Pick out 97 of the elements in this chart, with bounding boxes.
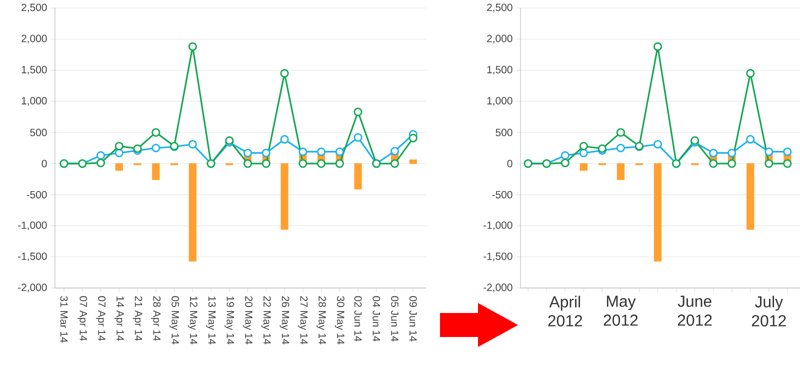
y-tick-label: -500 xyxy=(492,190,512,198)
y-tick-label: -500 xyxy=(26,190,47,198)
x-tick-label: 19 May 14 xyxy=(224,296,234,344)
y-tick-label: -1,500 xyxy=(484,252,512,262)
bar xyxy=(409,160,417,164)
point xyxy=(709,148,718,158)
x-tick-label: 09 Jun 14 xyxy=(409,296,417,342)
point xyxy=(243,159,252,168)
point xyxy=(728,148,736,158)
point xyxy=(390,146,400,156)
bar xyxy=(616,163,625,180)
point xyxy=(152,144,160,152)
point xyxy=(560,158,570,168)
point xyxy=(746,69,755,78)
point xyxy=(579,148,588,158)
x-tick-label: 07 Apr 14 xyxy=(96,296,106,341)
x-tick-label: 30 May 14 xyxy=(334,296,344,344)
point xyxy=(188,42,197,51)
x-tick-label: June 2012 xyxy=(678,296,712,326)
point xyxy=(783,147,792,156)
point xyxy=(764,159,774,168)
x-tick-label: 05 May 14 xyxy=(170,296,179,344)
point xyxy=(728,159,736,168)
point xyxy=(746,135,755,144)
bar xyxy=(280,163,288,230)
bar xyxy=(188,163,196,262)
x-tick-label: 07 Apr 14 xyxy=(78,296,88,341)
x-tick-label: 04 Jun 14 xyxy=(372,296,380,342)
x-tick-label: 21 Apr 14 xyxy=(132,296,142,341)
bar xyxy=(580,163,588,171)
point xyxy=(96,158,106,168)
y-tick-label: 2,500 xyxy=(22,4,47,12)
point xyxy=(560,151,570,160)
point xyxy=(298,159,308,168)
y-tick-label: 0 xyxy=(507,160,512,168)
y-tick-label: -1,500 xyxy=(18,252,47,262)
bar xyxy=(152,163,160,180)
y-tick-label: -1,000 xyxy=(484,221,512,230)
y-tick-label: -1,000 xyxy=(18,221,47,230)
point xyxy=(316,147,326,156)
y-tick-label: -2,000 xyxy=(18,284,47,292)
point xyxy=(653,42,662,51)
x-tick-label: 27 May 14 xyxy=(298,296,308,344)
y-tick-label: 500 xyxy=(30,128,47,136)
point xyxy=(354,108,362,116)
x-tick-label: 13 May 14 xyxy=(206,296,216,344)
x-tick-label: July 2012 xyxy=(752,296,786,326)
point xyxy=(152,128,160,137)
point xyxy=(579,142,588,150)
point xyxy=(335,147,344,156)
point xyxy=(616,128,625,137)
y-tick-label: 2,000 xyxy=(487,34,512,44)
point xyxy=(653,140,662,149)
point xyxy=(262,159,270,168)
point xyxy=(316,159,326,168)
bar xyxy=(654,163,662,262)
y-tick-label: 500 xyxy=(496,128,512,136)
y-tick-label: 2,500 xyxy=(487,4,512,12)
point xyxy=(783,159,792,168)
point xyxy=(243,148,252,158)
y-tick-label: 1,500 xyxy=(22,66,47,75)
point xyxy=(298,147,308,156)
y-tick-label: 1,000 xyxy=(487,97,512,106)
x-tick-label: 05 Jun 14 xyxy=(391,296,398,342)
x-tick-label: 12 May 14 xyxy=(188,296,198,344)
point xyxy=(390,159,400,168)
y-tick-label: 1,000 xyxy=(22,97,47,106)
x-tick-label: 02 Jun 14 xyxy=(354,296,362,342)
x-tick-label: April 2012 xyxy=(548,296,582,326)
point xyxy=(262,148,270,158)
x-tick-label: 14 Apr 14 xyxy=(114,296,124,341)
point xyxy=(280,135,289,144)
y-tick-label: 1,500 xyxy=(487,66,512,75)
y-tick-label: -2,000 xyxy=(484,284,512,292)
x-tick-label: 28 May 14 xyxy=(316,296,326,344)
point xyxy=(114,148,124,158)
point xyxy=(188,140,197,149)
point xyxy=(114,142,124,150)
y-tick-label: 2,000 xyxy=(22,34,47,44)
bar xyxy=(354,163,362,190)
point xyxy=(408,134,418,142)
x-tick-label: 31 Mar 14 xyxy=(60,296,68,343)
point xyxy=(335,159,344,168)
x-tick-label: 20 May 14 xyxy=(243,296,252,344)
point xyxy=(764,147,774,156)
bar xyxy=(746,163,754,230)
point xyxy=(280,69,289,78)
x-tick-label: 28 Apr 14 xyxy=(151,296,161,341)
point xyxy=(616,144,625,152)
point xyxy=(96,151,106,160)
point xyxy=(354,133,362,142)
x-tick-label: 22 May 14 xyxy=(261,296,271,344)
bar xyxy=(115,163,123,171)
point xyxy=(709,159,718,168)
x-tick-label: May 2012 xyxy=(604,296,638,326)
y-tick-label: 0 xyxy=(42,160,47,168)
x-tick-label: 26 May 14 xyxy=(280,296,290,344)
